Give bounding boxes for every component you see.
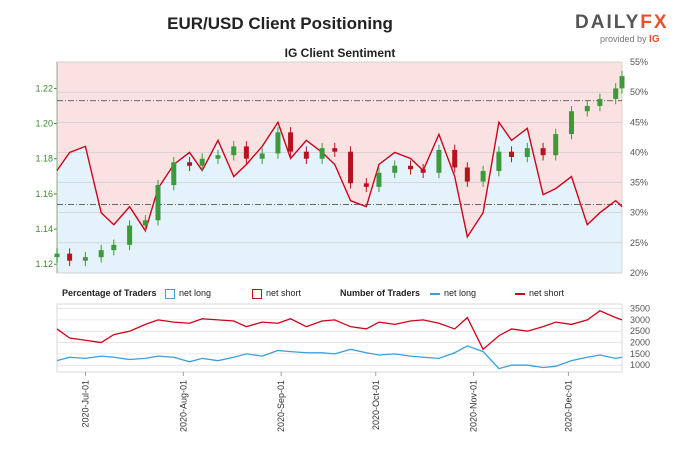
- candle-body: [363, 183, 369, 187]
- legend-pct-short: net short: [252, 288, 301, 299]
- legend-long-swatch: [165, 288, 175, 299]
- net-short-count-line: [56, 310, 623, 351]
- pct-tick-label: 30%: [630, 208, 648, 218]
- candle-body: [215, 155, 221, 159]
- candle-body: [376, 172, 382, 187]
- pct-tick-label: 25%: [630, 238, 648, 248]
- dailyfx-logo: DAILYFX: [575, 12, 669, 34]
- brand-sub-label: provided by: [600, 34, 647, 44]
- candle-body: [408, 165, 414, 170]
- legend-num-short: net short: [515, 288, 564, 298]
- candle-body: [436, 149, 442, 173]
- candle-body: [509, 151, 515, 157]
- candle-body: [392, 165, 398, 173]
- candle-body: [452, 149, 458, 168]
- legend-pct-long: net long: [165, 288, 211, 299]
- sentiment-panel: 20% 25% 30% 35% 40% 45% 50% 55% 1.12 1.14 1.16 1.18…: [35, 57, 648, 278]
- candle-body: [496, 151, 502, 172]
- price-tick-label: 1.18: [35, 154, 53, 164]
- candle-body: [187, 162, 193, 166]
- traders-tick-label: 1500: [630, 349, 650, 359]
- legend-pct-short-label: net short: [266, 288, 302, 298]
- price-tick-label: 1.14: [35, 224, 53, 234]
- x-tick-label: 2020-Aug-01: [178, 380, 188, 432]
- candle-body: [155, 185, 161, 221]
- chart-subtitle: IG Client Sentiment: [284, 46, 396, 60]
- traders-tick-label: 2500: [630, 326, 650, 336]
- candle-body: [98, 250, 104, 258]
- candle-body: [288, 132, 294, 152]
- pct-tick-label: 35%: [630, 178, 648, 188]
- candle-body: [464, 167, 470, 182]
- net-long-count-line: [56, 345, 623, 370]
- traders-tick-label: 3000: [630, 315, 650, 325]
- candle-body: [243, 146, 249, 159]
- legend-num-title: Number of Traders: [340, 288, 421, 298]
- candle-body: [319, 148, 325, 159]
- legend-num-long-label: net long: [444, 288, 477, 298]
- candle-body: [480, 171, 486, 182]
- legend-long-line: [430, 292, 440, 295]
- traders-frame: [56, 303, 623, 373]
- short-area: [57, 62, 622, 237]
- candle-body: [332, 148, 338, 152]
- x-tick-label: 2020-Nov-01: [469, 380, 479, 432]
- long-area: [57, 122, 622, 274]
- net-short-pct-line: [56, 120, 623, 239]
- legend-short-line: [515, 292, 525, 295]
- brand-main: DAILY: [575, 12, 641, 33]
- price-tick-label: 1.22: [35, 83, 53, 93]
- price-tick-label: 1.16: [35, 189, 53, 199]
- candle-body: [348, 151, 354, 184]
- traders-tick-label: 1000: [630, 360, 650, 370]
- candle-body: [231, 146, 237, 156]
- pct-tick-label: 40%: [630, 147, 648, 157]
- candle-body: [127, 225, 133, 245]
- candle-body: [171, 162, 177, 186]
- candle-body: [597, 98, 603, 106]
- candle-body: [524, 148, 530, 157]
- date-axis: 2020-Jul-01 2020-Aug-01 2020-Sep-01 2020-Oc…: [80, 372, 573, 432]
- legend-num-long: net long: [430, 288, 476, 298]
- candle-body: [111, 244, 117, 251]
- legend-pct-long-label: net long: [179, 288, 212, 298]
- legend-num-short-label: net short: [529, 288, 565, 298]
- price-tick-label: 1.12: [35, 259, 53, 269]
- x-tick-label: 2020-Dec-01: [563, 380, 573, 432]
- candle-body: [82, 257, 88, 261]
- brand-subtext: provided by IG: [600, 34, 660, 45]
- ig-logo: IG: [649, 34, 660, 45]
- x-tick-label: 2020-Jul-01: [80, 380, 90, 428]
- candle-body: [67, 253, 73, 261]
- price-tick-label: 1.20: [35, 119, 53, 129]
- pct-tick-label: 20%: [630, 268, 648, 278]
- pct-tick-label: 50%: [630, 87, 648, 97]
- candle-body: [54, 253, 60, 258]
- pct-tick-label: 45%: [630, 117, 648, 127]
- traders-tick-label: 2000: [630, 338, 650, 348]
- candle-body: [553, 134, 559, 156]
- plot-frame: [56, 61, 623, 274]
- legend-pct-title: Percentage of Traders: [62, 288, 157, 298]
- candle-body: [420, 169, 426, 173]
- brand-accent: FX: [640, 12, 669, 33]
- candle-body: [303, 151, 309, 159]
- x-tick-label: 2020-Sep-01: [276, 380, 286, 432]
- candle-body: [584, 105, 590, 112]
- candle-body: [259, 153, 265, 159]
- chart-title: EUR/USD Client Positioning: [167, 14, 393, 33]
- candle-body: [568, 111, 574, 135]
- legend-short-swatch: [252, 288, 262, 299]
- pct-tick-label: 55%: [630, 57, 648, 67]
- x-tick-label: 2020-Oct-01: [371, 380, 381, 430]
- candle-body: [619, 76, 625, 89]
- candle-body: [199, 158, 205, 166]
- candle-body: [142, 220, 148, 226]
- candle-body: [613, 88, 619, 99]
- candle-body: [540, 148, 546, 156]
- candle-body: [275, 132, 281, 154]
- traders-tick-label: 3500: [630, 304, 650, 314]
